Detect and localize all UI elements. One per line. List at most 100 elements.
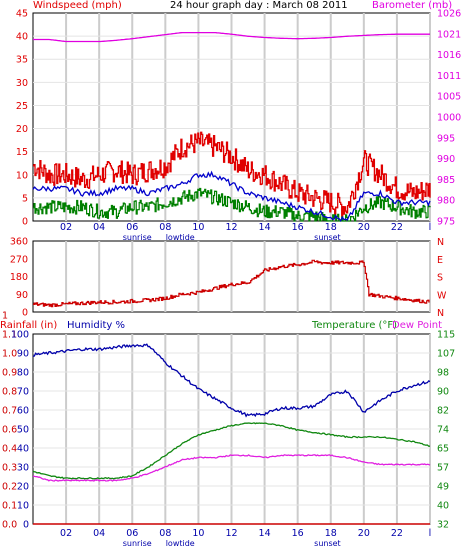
rain-y-tick: 0.4 (2, 444, 17, 455)
humidity-line (32, 343, 431, 418)
rain-y-tick: 0.0 (2, 520, 17, 531)
temperature-y-tick: 57 (437, 463, 449, 474)
temp-x-tick: 18 (325, 528, 337, 539)
wind-x-tick: 20 (358, 222, 370, 233)
direction-y-tick: 90 (16, 290, 28, 301)
rain-y-tick: 0.7 (2, 406, 17, 417)
windspeed-line (33, 131, 431, 217)
wind-y-tick: 15 (16, 147, 28, 158)
wind-x-tick: 06 (126, 222, 138, 233)
wind-x-tick: 16 (292, 222, 304, 233)
barometer-y-tick: 1011 (437, 71, 461, 82)
humidity-y-tick: 90 (17, 349, 29, 360)
wind-y-tick: 25 (16, 101, 28, 112)
humidity-y-tick: 10 (17, 501, 29, 512)
direction-compass-label: S (437, 273, 443, 284)
temp-x-tick: l (429, 528, 432, 539)
temp-x-tick: 02 (60, 528, 72, 539)
barometer-line (33, 31, 430, 43)
barometer-y-tick: 1021 (437, 29, 461, 40)
rain-y-tick: 0.8 (2, 387, 17, 398)
wind-axis-title: Windspeed (mph) (33, 0, 122, 11)
wind-average-line (32, 170, 431, 223)
wind-x-tick: 18 (325, 222, 337, 233)
wind-y-tick: 30 (16, 78, 28, 89)
wind-x-tick: 08 (159, 222, 171, 233)
temperature-y-tick: 32 (437, 520, 449, 531)
wind-marker-lowtide: lowtide (166, 233, 195, 242)
direction-compass-label: E (437, 255, 443, 266)
humidity-y-tick: 0 (23, 520, 29, 531)
wind-y-tick: 35 (16, 55, 28, 66)
temperature-y-tick: 107 (437, 349, 455, 360)
temp-x-tick: 12 (225, 528, 237, 539)
direction-y-tick: 270 (10, 254, 28, 265)
wind-direction-line (33, 259, 430, 308)
rain-y-tick: 0.6 (2, 425, 17, 436)
humidity-y-tick: 100 (11, 330, 29, 341)
temp-marker-lowtide: lowtide (166, 539, 195, 548)
direction-y-tick: 0 (22, 308, 28, 319)
temp-marker-sunset: sunset (314, 539, 341, 548)
chart-title: 24 hour graph day : March 08 2011 (170, 0, 348, 11)
temperature-axis-title: Temperature (°F) (312, 320, 398, 331)
wind-x-tick: l (429, 222, 432, 233)
humidity-y-tick: 30 (17, 463, 29, 474)
temp-x-tick: 20 (358, 528, 370, 539)
temperature-y-tick: 65 (437, 444, 449, 455)
rain-y-tick: 0.9 (2, 368, 17, 379)
rain-y-tick: 1.1 (2, 330, 17, 341)
temperature-y-tick: 82 (437, 406, 449, 417)
wind-x-tick: 14 (259, 222, 271, 233)
temperature-y-tick: 90 (437, 387, 449, 398)
direction-compass-label: W (437, 290, 447, 301)
barometer-y-tick: 990 (437, 154, 455, 165)
temp-x-tick: 16 (292, 528, 304, 539)
dewpoint-line (32, 454, 431, 482)
barometer-y-tick: 985 (437, 175, 455, 186)
dewpoint-axis-title: Dew Point (392, 320, 443, 331)
rain-y-tick: 0.2 (2, 482, 17, 493)
barometer-y-tick: 1026 (437, 9, 461, 20)
wind-x-tick: 22 (391, 222, 403, 233)
wind-y-tick: 45 (16, 9, 28, 20)
rain-axis-title: Rainfall (in) (0, 320, 58, 331)
barometer-y-tick: 1000 (437, 113, 461, 124)
rain-y-tick: 1 (2, 311, 8, 322)
direction-y-tick: 360 (10, 237, 28, 248)
humidity-y-tick: 40 (17, 444, 29, 455)
temperature-line (32, 422, 430, 480)
wind-y-tick: 5 (22, 193, 28, 204)
direction-y-tick: 180 (10, 272, 28, 283)
barometer-y-tick: 975 (437, 217, 455, 228)
temp-x-tick: 14 (259, 528, 271, 539)
barometer-y-tick: 1005 (437, 92, 461, 103)
wind-x-tick: 04 (93, 222, 105, 233)
humidity-y-tick: 80 (17, 368, 29, 379)
wind-y-tick: 40 (16, 32, 28, 43)
humidity-axis-title: Humidity % (67, 320, 126, 331)
temperature-y-tick: 40 (437, 501, 449, 512)
barometer-y-tick: 1016 (437, 50, 461, 61)
temperature-y-tick: 49 (437, 482, 449, 493)
direction-compass-label: N (437, 308, 444, 319)
temp-x-tick: 06 (126, 528, 138, 539)
wind-x-tick: 10 (192, 222, 204, 233)
humidity-y-tick: 20 (17, 482, 29, 493)
barometer-y-tick: 995 (437, 133, 455, 144)
humidity-y-tick: 60 (17, 406, 29, 417)
rain-y-tick: 0.1 (2, 501, 17, 512)
direction-compass-label: N (437, 237, 444, 248)
temperature-y-tick: 98 (437, 368, 449, 379)
temperature-y-tick: 74 (437, 425, 449, 436)
temp-x-tick: 10 (192, 528, 204, 539)
humidity-y-tick: 50 (17, 425, 29, 436)
temperature-y-tick: 115 (437, 330, 455, 341)
temp-x-tick: 22 (391, 528, 403, 539)
temp-x-tick: 08 (159, 528, 171, 539)
barometer-y-tick: 980 (437, 196, 455, 207)
wind-marker-sunrise: sunrise (123, 233, 152, 242)
temp-marker-sunrise: sunrise (123, 539, 152, 548)
wind-x-tick: 12 (225, 222, 237, 233)
